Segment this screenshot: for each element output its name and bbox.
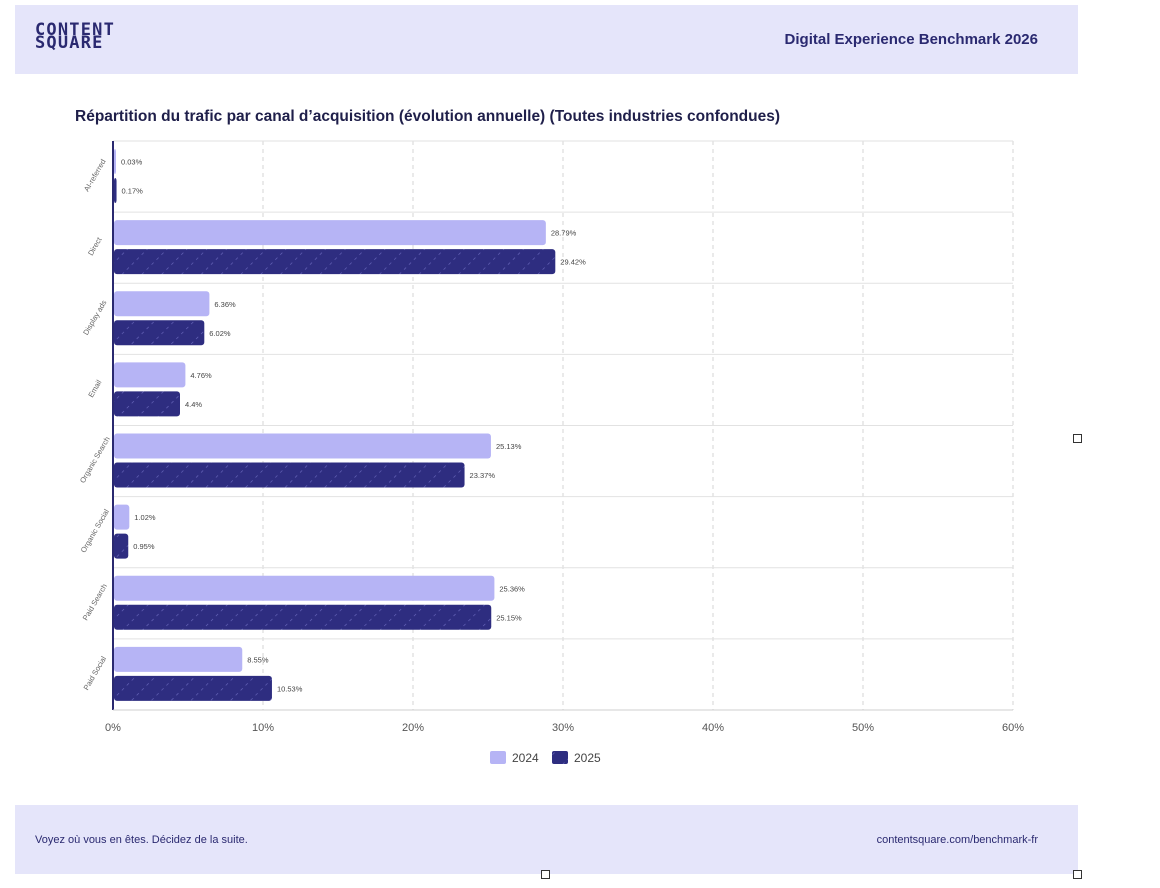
x-tick-label: 60% (1002, 722, 1024, 734)
bar-value-label: 6.02% (209, 329, 231, 338)
bar-2025 (114, 391, 180, 417)
bar-value-label: 25.15% (496, 613, 522, 622)
page-footer: Voyez où vous en êtes. Décidez de la sui… (15, 805, 1078, 874)
logo-line-1: CONTENT (35, 20, 116, 40)
bar-2024 (114, 433, 491, 459)
bar-value-label: 8.55% (247, 655, 269, 664)
bar-value-label: 29.42% (560, 258, 586, 267)
footer-tagline: Voyez où vous en êtes. Décidez de la sui… (35, 834, 248, 846)
bar-2025 (114, 533, 129, 559)
bar-2025 (114, 178, 117, 203)
report-title: Digital Experience Benchmark 2026 (784, 31, 1038, 48)
bar-chart: 0.03% 0.17% 28.79% 29.42% 6.36% 6.02% 4.76% 4.4… (78, 140, 1024, 765)
x-tick-label: 50% (852, 722, 874, 734)
x-tick-label: 20% (402, 722, 424, 734)
page-header: CONTENT SQUARE Digital Experience Benchm… (15, 5, 1078, 74)
x-tick-label: 30% (552, 722, 574, 734)
square-marker (1073, 870, 1082, 879)
category-label: Direct (86, 235, 104, 257)
bar-value-label: 6.36% (214, 300, 236, 309)
chart-title: Répartition du trafic par canal d’acquis… (75, 108, 781, 125)
bar-value-label: 10.53% (277, 684, 303, 693)
category-label: Display ads (81, 298, 108, 336)
bar-value-label: 25.36% (499, 584, 525, 593)
bar-2024 (114, 149, 116, 174)
legend-label-2025: 2025 (574, 751, 601, 765)
bar-2025 (114, 675, 272, 701)
bar-value-label: 0.95% (133, 542, 155, 551)
category-label: Organic Search (78, 435, 112, 485)
x-tick-label: 0% (105, 722, 121, 734)
legend-swatch-2024 (490, 751, 506, 764)
contentsquare-logo: CONTENT SQUARE (35, 20, 116, 53)
bar-2025 (114, 604, 492, 630)
category-label: Email (86, 378, 103, 399)
bar-2025 (114, 462, 465, 488)
bar-2024 (114, 504, 130, 530)
category-label: Paid Social (82, 654, 109, 691)
footer-url[interactable]: contentsquare.com/benchmark-fr (876, 834, 1038, 846)
bar-2024 (114, 220, 546, 246)
category-label: AI-referred (82, 158, 108, 194)
bar-2024 (114, 362, 186, 388)
bar-2024 (114, 646, 243, 672)
bar-value-label: 1.02% (134, 513, 156, 522)
square-marker (1073, 434, 1082, 443)
x-tick-label: 40% (702, 722, 724, 734)
square-marker (541, 870, 550, 879)
legend-label-2024: 2024 (512, 751, 539, 765)
logo-line-2: SQUARE (35, 33, 104, 53)
bar-value-label: 0.17% (122, 187, 144, 196)
bar-2025 (114, 249, 556, 275)
x-tick-label: 10% (252, 722, 274, 734)
bar-value-label: 23.37% (470, 471, 496, 480)
category-label: Paid Search (81, 582, 109, 622)
bar-value-label: 4.76% (190, 371, 212, 380)
bar-value-label: 4.4% (185, 400, 202, 409)
bar-value-label: 0.03% (121, 158, 143, 167)
bar-value-label: 28.79% (551, 229, 577, 238)
legend-swatch-2025 (552, 751, 568, 764)
category-label: Organic Social (79, 507, 111, 554)
bar-value-label: 25.13% (496, 442, 522, 451)
bar-2024 (114, 291, 210, 317)
bar-2024 (114, 575, 495, 601)
bar-2025 (114, 320, 205, 346)
